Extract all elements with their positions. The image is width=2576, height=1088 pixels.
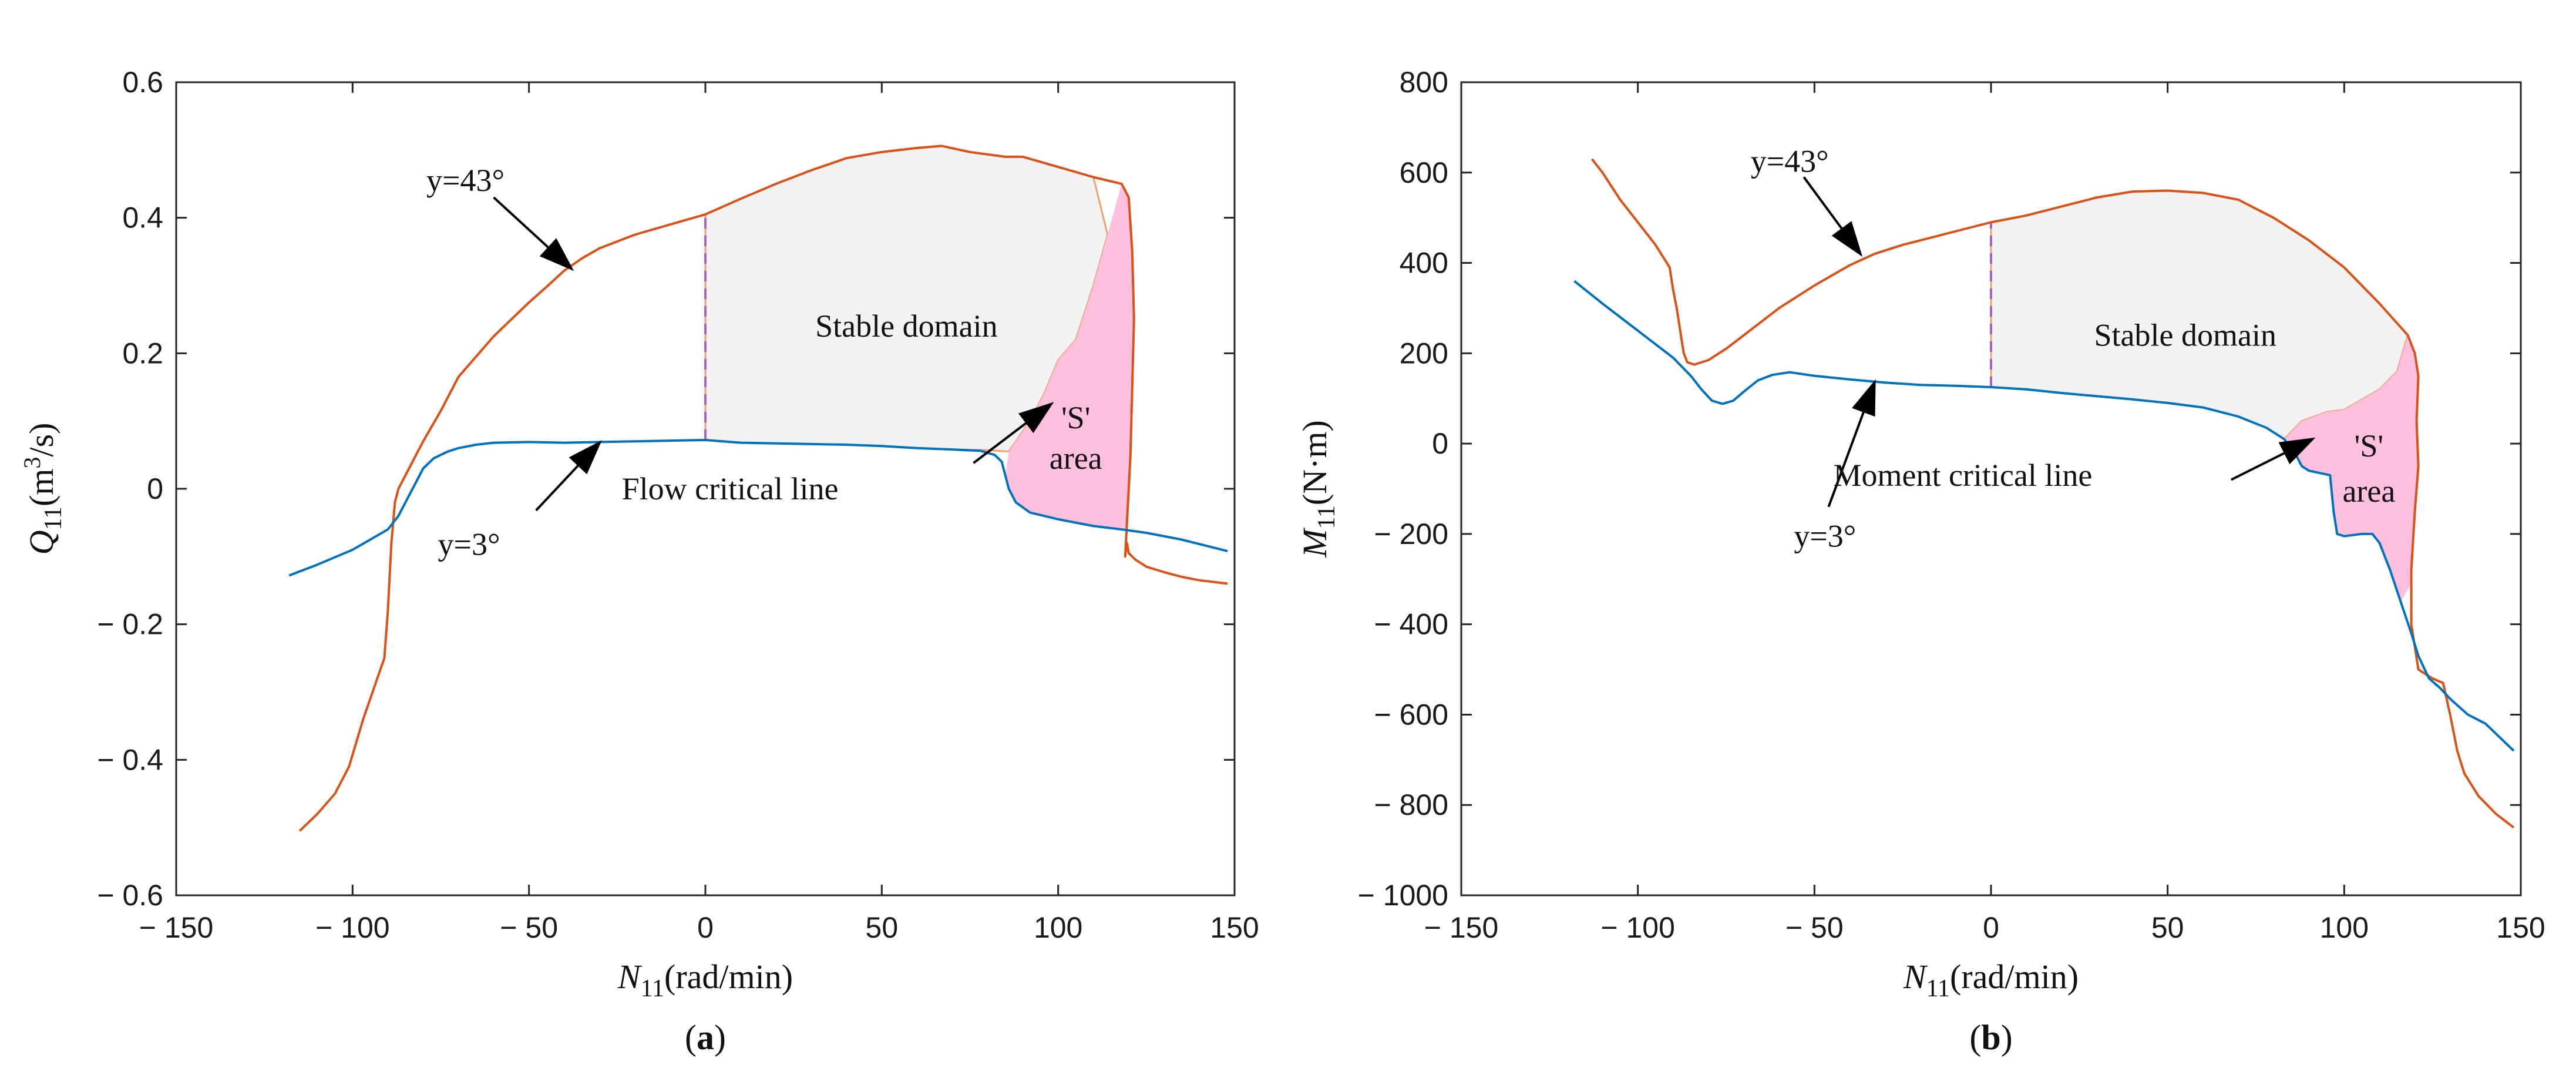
stable-domain-region bbox=[1990, 189, 2409, 441]
y-axis-superscript: 3 bbox=[19, 457, 45, 469]
series-line-lower bbox=[288, 439, 1228, 577]
annotation-label: y=3° bbox=[1794, 519, 1856, 554]
annotation-label: Stable domain bbox=[815, 308, 997, 344]
panel-label-close: ) bbox=[2001, 1018, 2013, 1057]
y-axis-unit: (N·m) bbox=[1296, 420, 1334, 505]
chart-panel-b: − 150 − 100 − 50 0 50 100 150 − 1000 − 800 − 600 −… bbox=[1296, 66, 2545, 1057]
y-axis-subscript: 11 bbox=[40, 506, 67, 530]
y-tick-label: 800 bbox=[1400, 66, 1448, 99]
panel-label: (b) bbox=[1969, 1018, 2012, 1057]
y-tick-label: 0 bbox=[1432, 427, 1448, 460]
y-tick-label: − 0.6 bbox=[97, 879, 163, 912]
x-tick-label: 100 bbox=[2320, 911, 2369, 944]
y-tick-label: − 0.4 bbox=[97, 743, 163, 776]
panel-label-letter: a bbox=[697, 1018, 714, 1057]
y-tick-label: − 0.2 bbox=[97, 608, 163, 641]
annotation-arrow bbox=[1827, 379, 1876, 508]
x-axis-label: N11(rad/min) bbox=[1903, 958, 2079, 1002]
annotation-label: area bbox=[2342, 474, 2395, 509]
x-tick-label: 0 bbox=[697, 911, 714, 944]
annotation-label: 'S' bbox=[2355, 428, 2384, 464]
annotation-arrow bbox=[973, 402, 1054, 464]
annotation-label: y=43° bbox=[426, 163, 505, 198]
y-tick-label: 200 bbox=[1400, 337, 1448, 370]
x-tick-label: 150 bbox=[1210, 911, 1259, 944]
annotation-label: Flow critical line bbox=[622, 471, 839, 506]
x-axis-label: N11(rad/min) bbox=[617, 958, 793, 1002]
annotation-label: area bbox=[1050, 441, 1102, 476]
x-tick-label: − 50 bbox=[1785, 911, 1844, 944]
x-tick-label: − 150 bbox=[139, 911, 214, 944]
y-tick-label: − 200 bbox=[1374, 518, 1448, 550]
x-axis-symbol: N bbox=[617, 958, 643, 996]
x-tick-label: − 100 bbox=[1600, 911, 1675, 944]
y-tick-label: 600 bbox=[1400, 156, 1448, 189]
x-tick-label: 150 bbox=[2496, 911, 2545, 944]
y-tick-label: 0.2 bbox=[122, 337, 163, 370]
x-tick-label: − 100 bbox=[315, 911, 390, 944]
x-axis-unit: (rad/min) bbox=[664, 958, 793, 996]
y-axis-unit-end: /s) bbox=[22, 423, 60, 457]
series-line-upper bbox=[298, 145, 1228, 832]
x-axis-unit: (rad/min) bbox=[1950, 958, 2079, 996]
panel-label-letter: b bbox=[1981, 1018, 2000, 1057]
annotation-arrow bbox=[2231, 437, 2316, 481]
x-axis-subscript: 11 bbox=[1926, 975, 1950, 1002]
x-tick-label: − 150 bbox=[1424, 911, 1499, 944]
annotation-label: 'S' bbox=[1061, 400, 1091, 435]
y-tick-label: 400 bbox=[1400, 247, 1448, 280]
y-axis-label: M11(N·m) bbox=[1296, 420, 1340, 558]
s-area-region bbox=[1005, 184, 1134, 530]
panel-label-open: ( bbox=[685, 1018, 697, 1057]
annotation-label: Stable domain bbox=[2094, 318, 2276, 353]
series-line-upper bbox=[1590, 158, 2515, 829]
y-tick-label: 0.6 bbox=[122, 66, 163, 99]
y-axis-unit: (m bbox=[22, 469, 60, 506]
x-axis-symbol: N bbox=[1903, 958, 1928, 996]
x-tick-label: 0 bbox=[1983, 911, 1999, 944]
x-tick-label: 50 bbox=[2151, 911, 2184, 944]
s-area-region bbox=[2284, 335, 2419, 602]
y-axis-symbol: Q bbox=[22, 530, 60, 555]
chart-panel-a: − 150 − 100 − 50 0 50 100 150 − 0.6 − 0.4 − 0.2 0 0… bbox=[19, 66, 1259, 1057]
y-axis-label: Q11(m3/s) bbox=[19, 423, 67, 555]
x-tick-label: 100 bbox=[1034, 911, 1082, 944]
y-tick-label: − 1000 bbox=[1358, 879, 1448, 912]
x-tick-label: − 50 bbox=[500, 911, 558, 944]
series-line-lower bbox=[1573, 280, 2515, 752]
annotation-arrow bbox=[493, 196, 574, 271]
y-axis-symbol: M bbox=[1296, 528, 1334, 558]
y-tick-label: 0.4 bbox=[122, 202, 163, 234]
annotation-arrow bbox=[535, 440, 602, 512]
x-axis-subscript: 11 bbox=[641, 975, 664, 1002]
x-tick-label: 50 bbox=[866, 911, 899, 944]
annotation-arrow bbox=[1802, 176, 1863, 257]
panel-label-close: ) bbox=[714, 1018, 726, 1057]
y-tick-label: − 600 bbox=[1374, 698, 1448, 731]
panel-label: (a) bbox=[685, 1018, 726, 1057]
annotation-label: y=3° bbox=[438, 527, 500, 562]
y-tick-label: − 400 bbox=[1374, 608, 1448, 641]
y-axis-subscript: 11 bbox=[1313, 505, 1340, 529]
panel-label-open: ( bbox=[1969, 1018, 1981, 1057]
annotation-label: Moment critical line bbox=[1833, 458, 2092, 493]
y-tick-label: − 800 bbox=[1374, 788, 1448, 821]
y-tick-label: 0 bbox=[147, 472, 163, 505]
annotation-label: y=43° bbox=[1751, 144, 1829, 179]
